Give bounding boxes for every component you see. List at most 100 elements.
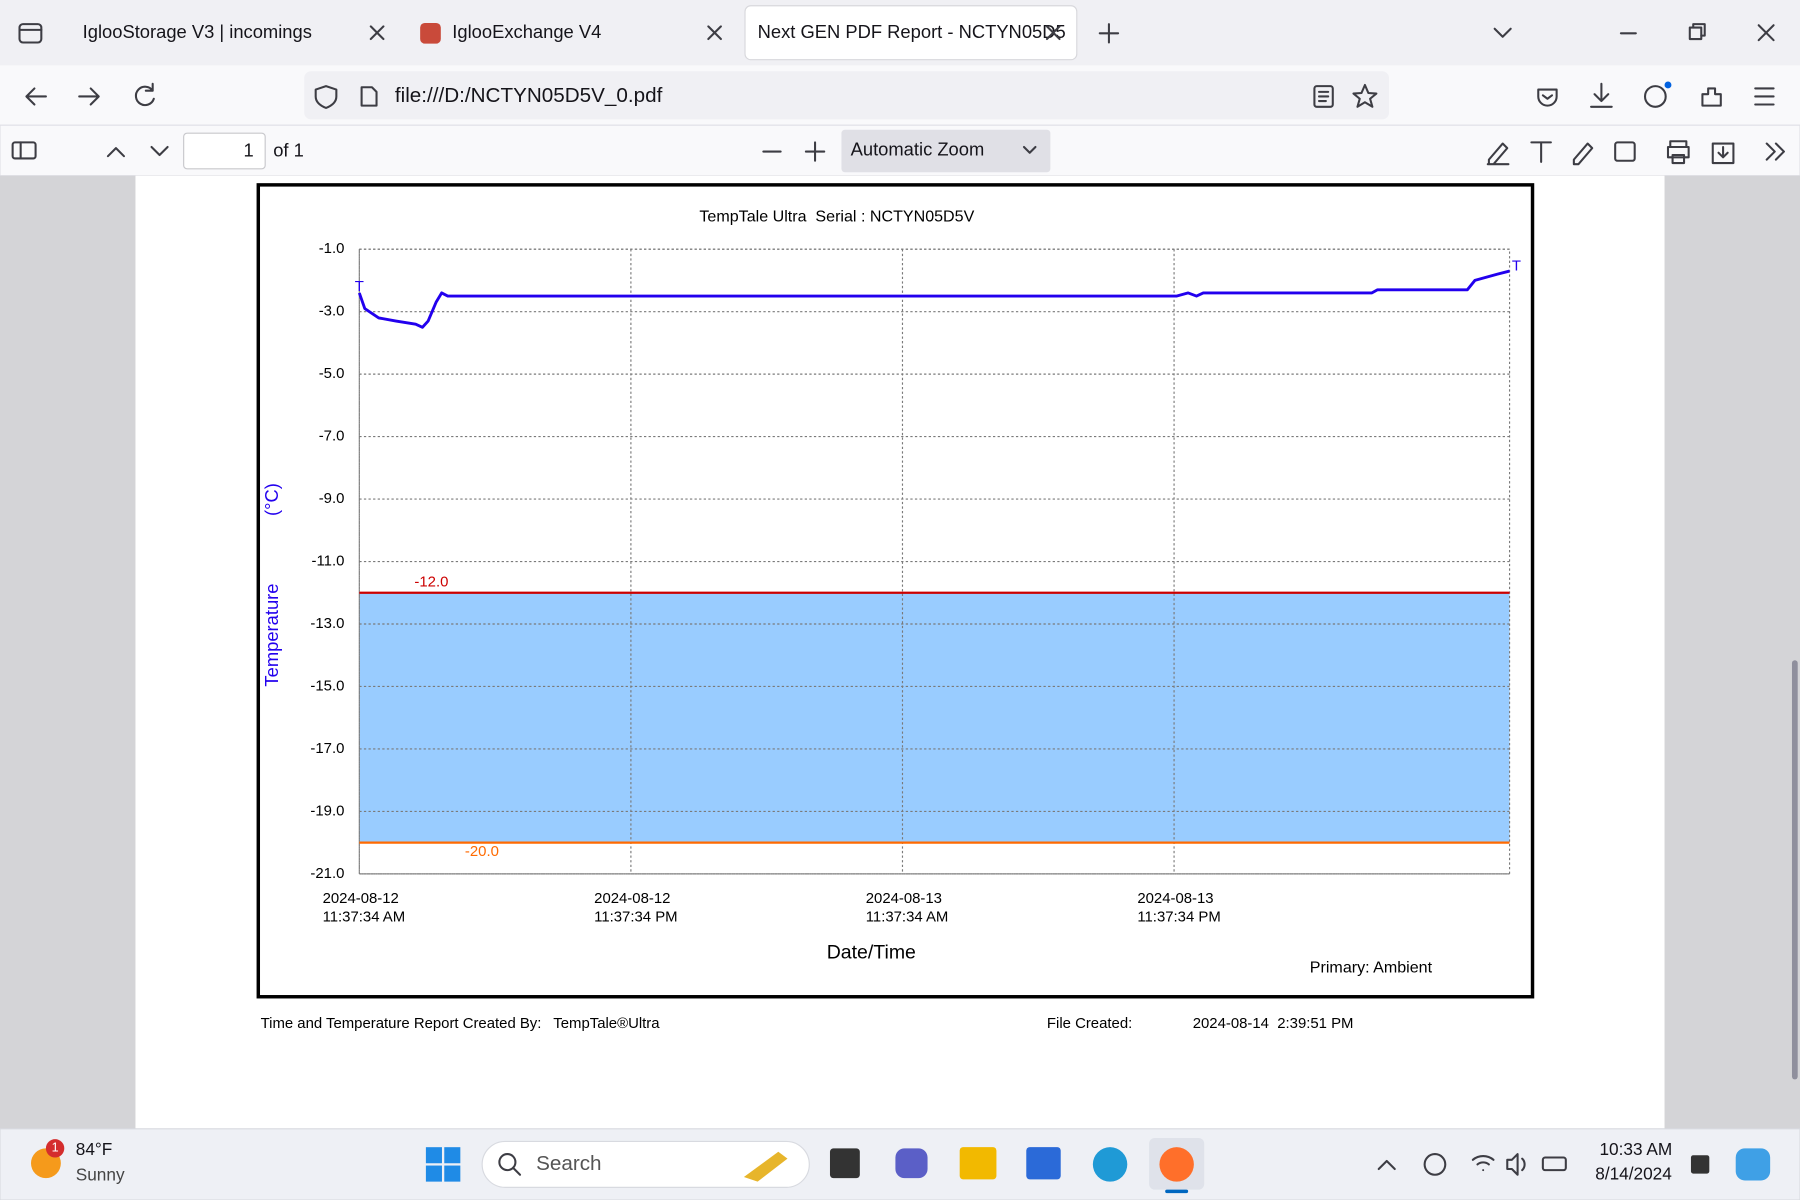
app-task-view[interactable] xyxy=(829,1148,860,1179)
line-end-marker: T xyxy=(1512,257,1521,274)
bookmark-star[interactable] xyxy=(1352,83,1378,108)
x-axis-label: Date/Time xyxy=(827,941,916,963)
forward-button[interactable] xyxy=(78,87,100,106)
x-tick-label: 2024-08-13 xyxy=(1137,890,1213,907)
weather-badge: 1 xyxy=(52,1141,59,1155)
tab-favicon xyxy=(420,22,441,44)
zoom-select[interactable] xyxy=(841,129,1051,173)
y-axis-label: Temperature xyxy=(261,583,282,686)
tray-wifi[interactable] xyxy=(1471,1155,1495,1172)
footer-file-created-label: File Created: xyxy=(1047,1015,1132,1032)
reader-view[interactable] xyxy=(1313,85,1334,108)
search-box[interactable] xyxy=(481,1140,810,1188)
footer-product: TempTale®Ultra xyxy=(553,1015,660,1032)
tab-title[interactable]: IglooStorage V3 | incomings xyxy=(83,21,312,42)
text-tool[interactable] xyxy=(1530,141,1552,163)
search-placeholder[interactable]: Search xyxy=(536,1152,601,1175)
active-tab[interactable] xyxy=(744,5,1078,61)
x-tick-label: 2024-08-12 xyxy=(323,890,399,907)
tab-title[interactable]: Next GEN PDF Report - NCTYN05D5 xyxy=(758,21,1066,42)
y-tick-label: -3.0 xyxy=(319,303,345,320)
new-tab[interactable] xyxy=(1098,23,1120,44)
app-explorer[interactable] xyxy=(959,1147,997,1180)
highlight-tool[interactable] xyxy=(1486,142,1510,166)
y-tick-label: -1.0 xyxy=(319,240,345,257)
tray-battery[interactable] xyxy=(1541,1156,1567,1172)
tab-overflow[interactable] xyxy=(1493,27,1512,38)
save[interactable] xyxy=(1711,142,1735,165)
app-firefox[interactable] xyxy=(1159,1147,1194,1182)
start-button[interactable] xyxy=(425,1147,461,1182)
tab-close[interactable] xyxy=(1045,25,1061,41)
draw-tool[interactable] xyxy=(1572,142,1594,166)
page-number[interactable]: 1 xyxy=(243,139,253,160)
downloads[interactable] xyxy=(1590,82,1613,108)
tray-notifications[interactable] xyxy=(1690,1155,1710,1174)
y-tick-label: -11.0 xyxy=(312,552,345,569)
x-tick-label: 11:37:34 AM xyxy=(866,908,949,925)
footer-file-created: 2024-08-14 2:39:51 PM xyxy=(1193,1015,1354,1032)
chart: TempTale Ultra Serial : NCTYN05D5V Tempe… xyxy=(256,183,1535,999)
copilot[interactable] xyxy=(1735,1148,1771,1181)
legend-entry: Primary: Ambient xyxy=(1310,958,1433,976)
tray-volume[interactable] xyxy=(1506,1153,1526,1176)
search-icon xyxy=(498,1153,522,1176)
limit-label: -12.0 xyxy=(414,573,448,590)
tray-overflow[interactable] xyxy=(1377,1159,1396,1171)
search-highlight-image xyxy=(743,1151,788,1182)
tab-list-button[interactable] xyxy=(18,23,43,44)
tracking-shield[interactable] xyxy=(314,85,338,109)
weather-widget[interactable]: 1 84°F Sunny xyxy=(30,1139,125,1184)
y-tick-label: -7.0 xyxy=(319,428,345,445)
limit-label: -20.0 xyxy=(465,843,499,860)
tray-sync[interactable] xyxy=(1423,1153,1447,1176)
line-end-marker: T xyxy=(355,278,364,295)
menu[interactable] xyxy=(1754,87,1775,106)
limit-band xyxy=(359,592,1510,843)
chart-frame xyxy=(256,183,1535,999)
scrollbar-thumb[interactable] xyxy=(1791,660,1798,1080)
restore[interactable] xyxy=(1688,23,1706,41)
page-input[interactable] xyxy=(183,132,266,170)
pocket[interactable] xyxy=(1537,88,1558,107)
y-tick-label: -19.0 xyxy=(310,802,344,819)
extensions[interactable] xyxy=(1701,87,1722,107)
app-edge[interactable] xyxy=(1092,1147,1128,1182)
print[interactable] xyxy=(1666,140,1690,165)
app-teams[interactable] xyxy=(895,1148,928,1179)
url-bar[interactable] xyxy=(304,71,1390,120)
y-tick-label: -13.0 xyxy=(310,615,344,632)
footer-created-by: Time and Temperature Report Created By: xyxy=(261,1015,542,1032)
weather-temperature: 84°F xyxy=(76,1139,113,1159)
x-tick-label: 11:37:34 PM xyxy=(1137,908,1220,925)
url[interactable]: file:///D:/NCTYN05D5V_0.pdf xyxy=(395,84,663,107)
y-tick-label: -5.0 xyxy=(319,365,345,382)
tab-title[interactable]: IglooExchange V4 xyxy=(452,21,601,42)
active-app-indicator xyxy=(1165,1189,1189,1194)
clock-date[interactable]: 8/14/2024 xyxy=(1595,1163,1672,1183)
zoom-in[interactable] xyxy=(804,141,826,162)
chart-title: TempTale Ultra Serial : NCTYN05D5V xyxy=(699,207,974,225)
sidebar-toggle[interactable] xyxy=(11,141,37,160)
zoom-dropdown[interactable] xyxy=(1022,145,1037,154)
data-line xyxy=(357,269,1510,329)
next-page[interactable] xyxy=(150,145,169,157)
y-tick-label: -9.0 xyxy=(319,490,345,507)
account[interactable] xyxy=(1643,81,1672,108)
more-tools[interactable] xyxy=(1765,142,1785,161)
y-tick-label: -15.0 xyxy=(310,677,344,694)
tab-close[interactable] xyxy=(707,25,722,41)
previous-page[interactable] xyxy=(106,147,126,158)
app-store[interactable] xyxy=(1026,1147,1061,1180)
page-count: of 1 xyxy=(273,139,304,160)
image-tool[interactable] xyxy=(1614,141,1636,162)
close-window[interactable] xyxy=(1757,24,1775,42)
clock-time[interactable]: 10:33 AM xyxy=(1599,1139,1672,1159)
tab-close[interactable] xyxy=(369,25,385,41)
zoom-value[interactable]: Automatic Zoom xyxy=(851,138,985,159)
back-button[interactable] xyxy=(25,87,47,106)
weather-condition: Sunny xyxy=(76,1164,125,1184)
reload-button[interactable] xyxy=(134,82,155,107)
